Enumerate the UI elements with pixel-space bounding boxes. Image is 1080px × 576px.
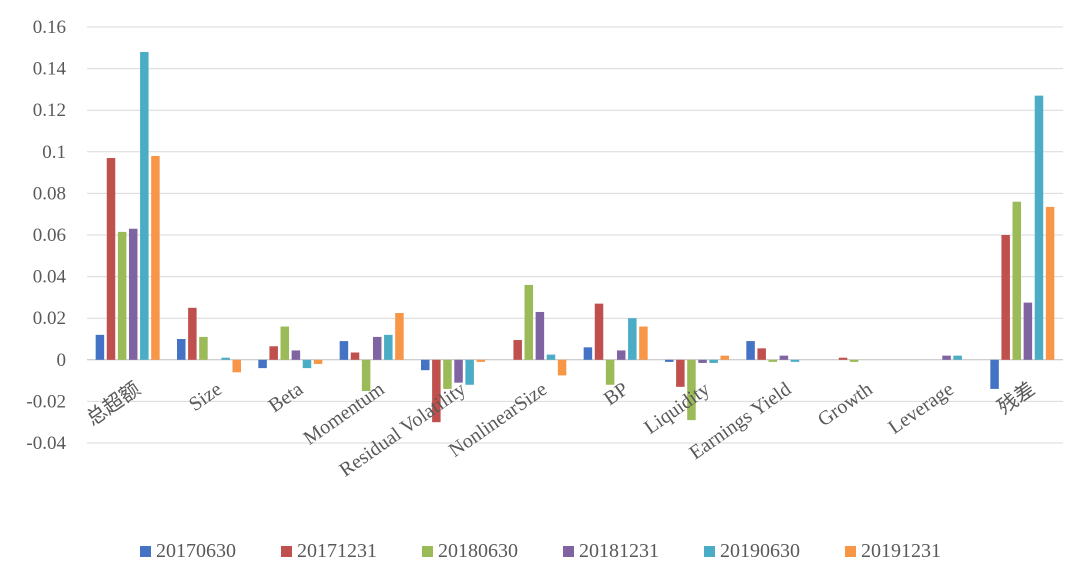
bar	[221, 357, 230, 360]
x-category-label: Size	[185, 378, 226, 416]
bar	[628, 318, 637, 360]
x-category-label: 残差	[993, 377, 1039, 419]
bar	[1034, 95, 1044, 360]
legend-label: 20171231	[297, 540, 377, 562]
bar	[291, 350, 301, 360]
bar	[779, 355, 789, 360]
bar	[188, 307, 197, 360]
y-tick-label: 0.02	[33, 308, 66, 329]
bar	[757, 348, 766, 360]
bar	[698, 359, 707, 363]
y-tick-label: 0.1	[42, 142, 66, 163]
bar	[232, 359, 241, 373]
bar	[395, 313, 404, 360]
bar	[1012, 201, 1022, 360]
bar	[128, 228, 138, 360]
bar	[384, 334, 393, 360]
legend-label: 20181231	[579, 540, 659, 562]
bar	[790, 359, 800, 362]
bar	[953, 355, 962, 360]
bar	[117, 231, 127, 360]
bar	[616, 350, 626, 360]
x-category-label: 总超额	[82, 377, 144, 430]
y-tick-label: 0.04	[33, 267, 67, 288]
bar	[594, 303, 604, 360]
bar	[269, 346, 278, 360]
y-tick-label: -0.04	[26, 433, 66, 454]
legend-swatch	[704, 546, 715, 557]
legend-label: 20190630	[720, 540, 800, 562]
bar	[140, 51, 149, 360]
bar	[513, 340, 522, 360]
bar	[605, 359, 615, 385]
bar	[849, 359, 859, 362]
bar	[465, 359, 474, 385]
y-tick-label: 0.12	[33, 100, 66, 121]
legend-swatch	[563, 546, 574, 557]
bar	[454, 359, 463, 383]
bar	[942, 355, 951, 360]
bar	[302, 359, 312, 369]
x-category-label: BP	[600, 378, 633, 410]
bar	[258, 359, 267, 369]
bar	[177, 339, 186, 360]
bar	[665, 359, 674, 362]
bar	[524, 284, 534, 360]
y-axis-tick-labels: 0.16 0.14 0.12 0.1 0.08 0.06 0.04 0.02 0 -0.02 -0.…	[26, 17, 66, 454]
legend-swatch	[845, 546, 856, 557]
bar	[838, 357, 848, 360]
bar	[372, 336, 382, 360]
bar	[583, 347, 593, 360]
bar	[95, 334, 105, 360]
bar	[709, 359, 718, 363]
legend-label: 20191231	[861, 540, 941, 562]
bar	[476, 359, 485, 362]
y-tick-label: 0.14	[33, 59, 67, 80]
bar	[546, 354, 556, 360]
bar	[746, 341, 755, 360]
bar	[421, 359, 430, 371]
bar	[768, 359, 778, 362]
bar	[443, 359, 452, 389]
bar	[151, 155, 160, 360]
bar	[639, 326, 648, 360]
bar	[199, 336, 208, 360]
bar	[990, 359, 999, 389]
legend-label: 20170630	[156, 540, 236, 562]
bar	[535, 311, 545, 360]
legend-label: 20180630	[438, 540, 518, 562]
bar	[339, 341, 349, 360]
bars	[95, 51, 1055, 423]
y-tick-label: 0.16	[33, 17, 66, 38]
y-tick-label: 0	[57, 350, 67, 371]
bar	[280, 326, 290, 360]
y-tick-label: 0.08	[33, 183, 66, 204]
legend-swatch	[422, 546, 433, 557]
x-category-label: Beta	[265, 378, 308, 417]
legend-swatch	[140, 546, 151, 557]
bar	[1045, 206, 1055, 360]
bar	[676, 359, 685, 387]
legend-swatch	[281, 546, 292, 557]
legend: 20170630 20171231 20180630 20181231 20190630…	[140, 540, 941, 562]
bar	[687, 359, 696, 421]
gridlines	[87, 26, 1063, 444]
bar	[350, 352, 360, 360]
bar	[361, 359, 371, 391]
bar	[557, 359, 567, 376]
bar	[313, 359, 323, 364]
x-category-label: Liquidity	[640, 378, 714, 439]
bar	[1001, 235, 1010, 360]
bar	[106, 158, 116, 360]
bar	[1023, 302, 1033, 360]
x-category-label: Growth	[814, 378, 877, 431]
x-category-label: Leverage	[884, 378, 958, 439]
y-tick-label: 0.06	[33, 225, 66, 246]
y-tick-label: -0.02	[26, 391, 66, 412]
bar	[432, 359, 441, 423]
bar	[720, 355, 729, 360]
